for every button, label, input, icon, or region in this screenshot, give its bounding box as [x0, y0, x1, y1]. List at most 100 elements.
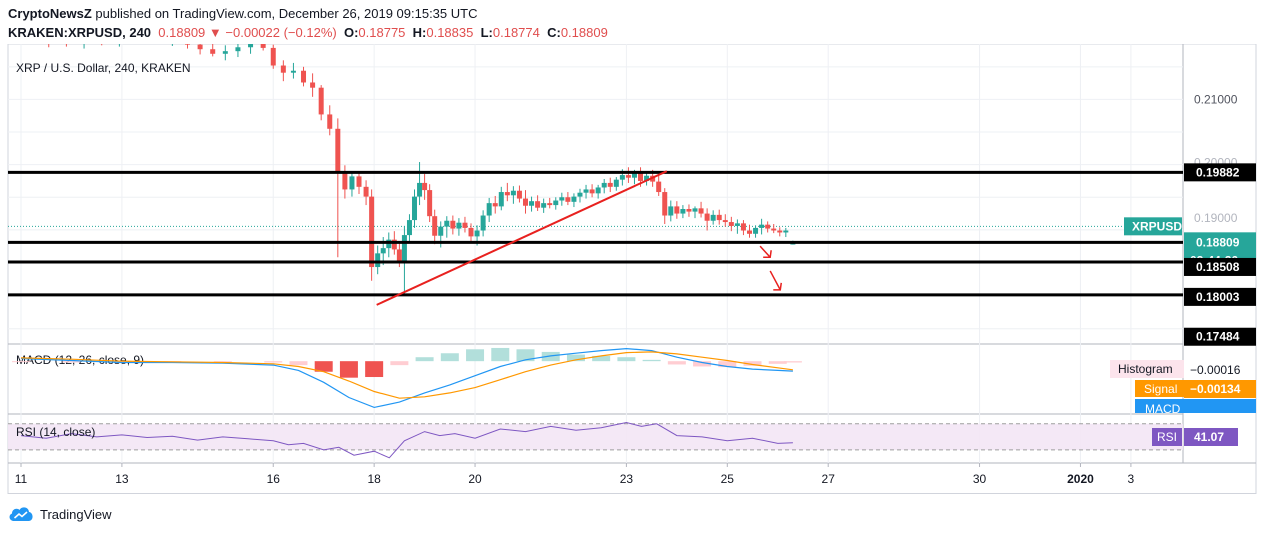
candle-body	[486, 203, 492, 216]
macd-histogram-bar	[314, 361, 333, 372]
macd-histogram-bar	[566, 354, 585, 362]
candle-body	[456, 222, 462, 229]
candle-body	[197, 44, 203, 50]
macd-histogram-bar	[62, 361, 81, 363]
candle-body	[625, 175, 631, 178]
symbol-label: KRAKEN:XRPUSD, 240	[8, 25, 152, 40]
macd-histogram-bar	[718, 361, 737, 368]
candle-body	[450, 220, 456, 229]
chart-canvas[interactable]: 11 13 16 18 20 23 25 27 30 2020 3 XRP / U.S. Dollar…	[0, 44, 1264, 494]
open-label: O:	[343, 25, 359, 40]
high-label: H:	[412, 25, 427, 40]
level-price-tag	[1184, 257, 1256, 276]
candle-body	[583, 189, 589, 193]
macd-histogram-bar	[667, 361, 686, 365]
signal-line	[20, 351, 793, 399]
candle-body	[335, 128, 341, 173]
chart-title: XRP / U.S. Dollar, 240, KRAKEN	[16, 61, 191, 75]
candle-body	[759, 224, 765, 228]
candle-body	[722, 220, 728, 223]
y-tick-label-hidden: 0.19000	[1194, 211, 1238, 225]
rsi-line	[20, 421, 793, 459]
candle-body	[427, 190, 433, 217]
symbol-name-label: XRPUSD	[1132, 219, 1182, 233]
candle-body	[406, 220, 412, 236]
x-tick-label: 18	[367, 472, 381, 486]
y-tick-label: 0.21000	[1194, 92, 1238, 106]
candle-body	[535, 201, 541, 208]
low-label: L:	[480, 25, 493, 40]
candle-body	[290, 70, 296, 73]
candle-body	[631, 173, 637, 178]
tradingview-cloud-icon[interactable]	[8, 506, 34, 522]
candle-body	[260, 44, 266, 48]
rsi-band-fill	[8, 423, 1183, 450]
macd-histogram-bar	[743, 361, 762, 366]
candle-body	[468, 227, 474, 237]
ohlc-legend: KRAKEN:XRPUSD, 240 0.18809 ▼ −0.00022 (−…	[8, 25, 608, 40]
candle-body	[327, 114, 333, 129]
candle-body	[235, 47, 241, 52]
candle-body	[480, 215, 486, 231]
candle-body	[529, 201, 535, 206]
macd-histogram-bar	[466, 349, 485, 362]
candle-body	[498, 192, 504, 207]
x-tick-label: 2020	[1067, 472, 1094, 486]
candle-body	[504, 192, 510, 196]
candle-body	[668, 206, 674, 216]
candle-body	[222, 51, 228, 54]
candle-body	[270, 47, 276, 66]
candle-body	[184, 44, 190, 45]
histogram-value-label: −0.00016	[1190, 363, 1241, 377]
author-name[interactable]: CryptoNewsZ	[8, 6, 92, 21]
candle-body	[565, 197, 571, 202]
candle-body	[589, 189, 595, 194]
candle-body	[386, 239, 392, 249]
candle-body	[777, 230, 783, 233]
price-change: −0.00022 (−0.12%)	[225, 25, 337, 40]
candle-body	[716, 214, 722, 221]
footer-brand[interactable]: TradingView	[40, 506, 112, 522]
candle-body	[438, 226, 444, 236]
candle-body	[523, 198, 528, 206]
candle-body	[601, 182, 607, 188]
candle-body	[417, 182, 423, 197]
candle-body	[734, 223, 740, 226]
rsi-name-tag	[1152, 428, 1182, 446]
macd-line	[20, 347, 793, 409]
candle-body	[444, 220, 450, 227]
histogram-name-tag	[1110, 360, 1184, 378]
macd-histogram-bar	[768, 361, 787, 364]
down-arrow-icon	[759, 245, 771, 258]
candle-body	[310, 82, 316, 88]
rsi-value-label: 41.07	[1194, 430, 1224, 444]
close-label: C:	[547, 25, 561, 40]
candle-body	[412, 196, 418, 221]
level-price-tag	[1184, 287, 1256, 306]
candle-body	[342, 172, 348, 190]
macd-histogram-bar	[693, 361, 712, 367]
candle-body	[595, 187, 601, 194]
level-price-label: 0.17484	[1196, 330, 1240, 344]
level-price-label: 0.18508	[1196, 260, 1240, 274]
footer: TradingView	[8, 503, 112, 525]
candle-body	[380, 248, 386, 254]
symbol-name-tag	[1124, 217, 1182, 236]
rsi-title: RSI (14, close)	[16, 425, 95, 439]
signal-value-tag	[1184, 380, 1256, 398]
macd-histogram-bar	[642, 359, 661, 362]
candle-body	[553, 200, 559, 206]
x-tick-label: 11	[15, 472, 28, 486]
candle-body	[492, 203, 498, 207]
chart-header: CryptoNewsZ published on TradingView.com…	[0, 0, 1264, 44]
macd-histogram-bar	[289, 361, 308, 366]
candle-body	[765, 224, 771, 229]
candle-body	[516, 190, 522, 199]
macd-histogram-bar	[12, 361, 30, 363]
x-tick-label: 30	[973, 472, 987, 486]
level-price-tag	[1184, 327, 1256, 346]
x-tick-label: 23	[620, 472, 634, 486]
macd-histogram-bar	[365, 361, 384, 378]
x-tick-label: 27	[822, 472, 836, 486]
level-price-tag	[1184, 163, 1256, 182]
